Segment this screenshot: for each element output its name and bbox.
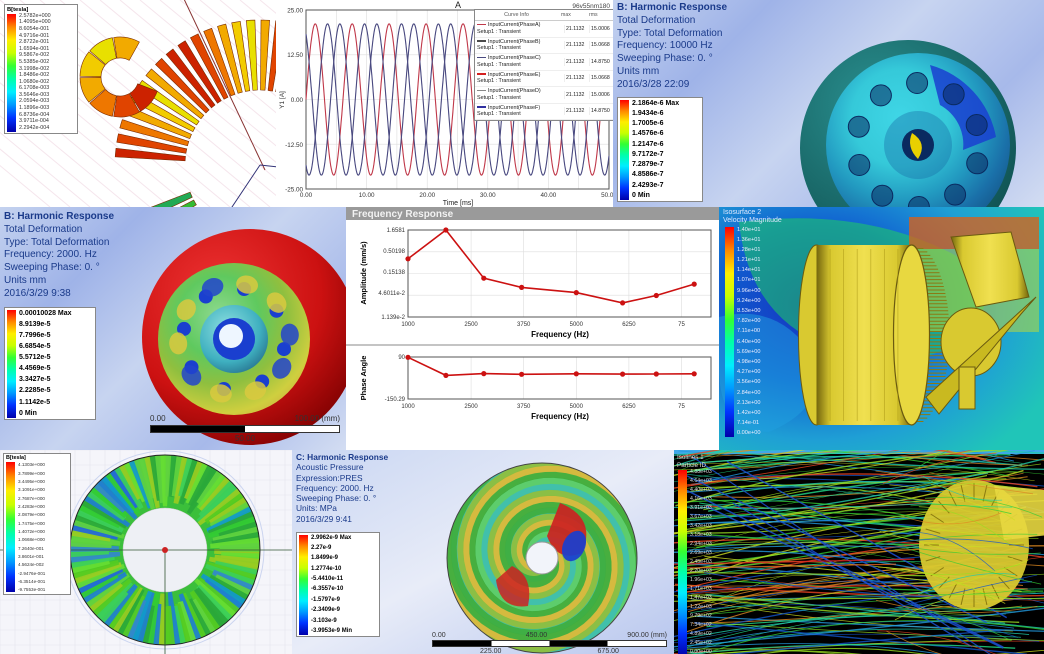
svg-text:25.00: 25.00 — [287, 8, 303, 15]
svg-text:50.00: 50.00 — [601, 192, 613, 199]
svg-text:1000: 1000 — [401, 404, 415, 410]
svg-text:5000: 5000 — [570, 322, 584, 328]
svg-text:A: A — [455, 0, 461, 10]
svg-text:40.00: 40.00 — [541, 192, 557, 199]
svg-text:3750: 3750 — [517, 404, 531, 410]
svg-text:1000: 1000 — [401, 322, 415, 328]
svg-text:5000: 5000 — [570, 404, 584, 410]
svg-text:12.50: 12.50 — [287, 52, 303, 59]
svg-text:20.00: 20.00 — [419, 192, 435, 199]
svg-text:1.139e-2: 1.139e-2 — [381, 315, 405, 321]
svg-text:75: 75 — [678, 404, 685, 410]
svg-text:Amplitude (mm/s): Amplitude (mm/s) — [359, 241, 368, 305]
svg-text:4.6011e-2: 4.6011e-2 — [378, 291, 405, 297]
svg-text:90: 90 — [398, 355, 405, 361]
svg-text:Y1 [A]: Y1 [A] — [279, 91, 286, 109]
svg-text:1.6581: 1.6581 — [387, 228, 406, 234]
svg-text:Frequency (Hz): Frequency (Hz) — [531, 412, 589, 421]
svg-text:-12.50: -12.50 — [285, 142, 303, 149]
svg-text:75: 75 — [678, 322, 685, 328]
svg-text:2500: 2500 — [464, 404, 478, 410]
svg-text:0.00: 0.00 — [291, 97, 304, 104]
svg-text:3750: 3750 — [517, 322, 531, 328]
svg-text:Time [ms]: Time [ms] — [443, 200, 474, 207]
svg-text:0.50198: 0.50198 — [383, 249, 405, 255]
svg-text:6250: 6250 — [622, 404, 636, 410]
svg-text:2500: 2500 — [464, 322, 478, 328]
svg-text:Frequency (Hz): Frequency (Hz) — [531, 330, 589, 339]
svg-text:6250: 6250 — [622, 322, 636, 328]
svg-text:0.00: 0.00 — [300, 192, 313, 199]
svg-text:-150.29: -150.29 — [385, 397, 406, 403]
svg-text:Phase Angle: Phase Angle — [359, 356, 368, 401]
svg-text:Frequency Response: Frequency Response — [352, 209, 454, 220]
svg-text:0.15138: 0.15138 — [383, 270, 405, 276]
svg-text:10.00: 10.00 — [359, 192, 375, 199]
svg-text:30.00: 30.00 — [480, 192, 496, 199]
